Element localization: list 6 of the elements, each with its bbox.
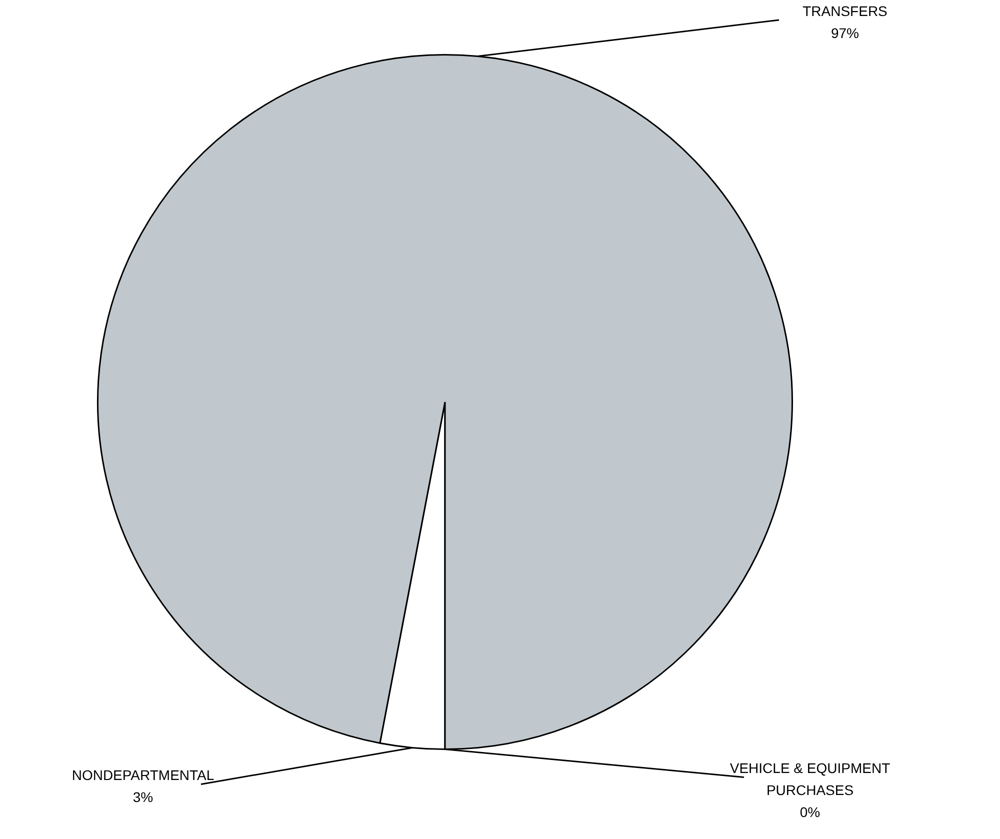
slice-label: TRANSFERS [802,2,888,19]
category-label: VEHICLE & EQUIPMENT PURCHASES [730,760,890,798]
slice-label: NONDEPARTMENTAL [72,767,214,784]
data-label: 97% [830,24,860,41]
text: 0% [800,804,820,820]
data-label: 3% [132,789,154,806]
